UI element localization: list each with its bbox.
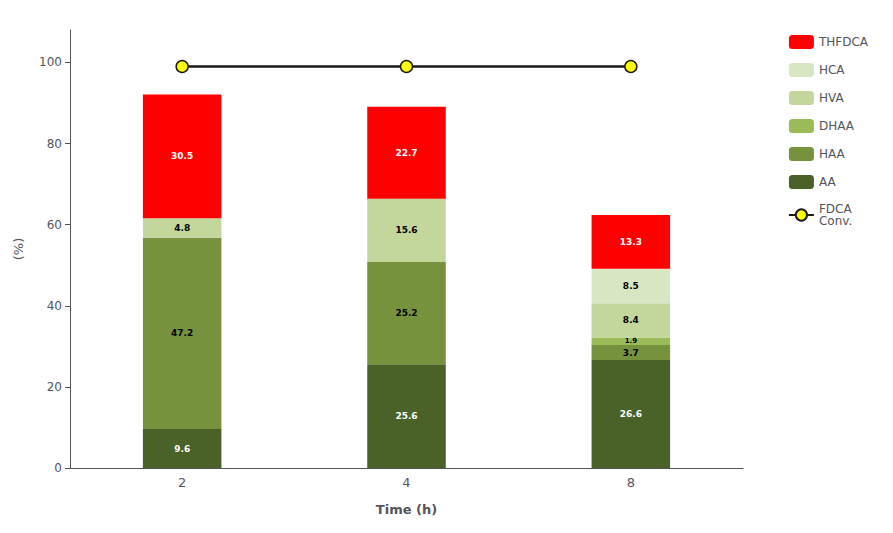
svg-text:30.5: 30.5	[171, 151, 193, 161]
svg-text:13.3: 13.3	[620, 237, 642, 247]
svg-text:40: 40	[47, 299, 62, 313]
svg-text:80: 80	[47, 137, 62, 151]
svg-text:1.9: 1.9	[625, 337, 638, 345]
svg-text:THFDCA: THFDCA	[818, 35, 869, 49]
svg-text:20: 20	[47, 380, 62, 394]
svg-text:8.5: 8.5	[623, 281, 639, 291]
svg-text:4.8: 4.8	[174, 223, 190, 233]
svg-text:(%): (%)	[11, 238, 26, 261]
svg-text:4: 4	[402, 475, 410, 490]
svg-text:22.7: 22.7	[395, 148, 417, 158]
svg-text:0: 0	[54, 461, 62, 475]
svg-text:9.6: 9.6	[174, 444, 190, 454]
svg-text:47.2: 47.2	[171, 328, 193, 338]
svg-text:8: 8	[627, 475, 635, 490]
svg-text:3.7: 3.7	[623, 348, 639, 358]
svg-text:AA: AA	[819, 175, 837, 189]
svg-text:Time (h): Time (h)	[376, 502, 437, 517]
svg-text:60: 60	[47, 218, 62, 232]
svg-text:HVA: HVA	[819, 91, 844, 105]
svg-text:25.6: 25.6	[395, 411, 417, 421]
svg-text:FDCA: FDCA	[818, 202, 852, 216]
svg-text:HCA: HCA	[819, 63, 845, 77]
svg-text:Conv.: Conv.	[819, 214, 852, 228]
svg-text:DHAA: DHAA	[819, 119, 855, 133]
svg-text:HAA: HAA	[819, 147, 846, 161]
svg-text:15.6: 15.6	[395, 225, 417, 235]
svg-text:2: 2	[178, 475, 186, 490]
svg-text:26.6: 26.6	[620, 409, 642, 419]
svg-text:8.4: 8.4	[623, 315, 639, 325]
svg-text:25.2: 25.2	[395, 308, 417, 318]
svg-text:100: 100	[39, 55, 62, 69]
